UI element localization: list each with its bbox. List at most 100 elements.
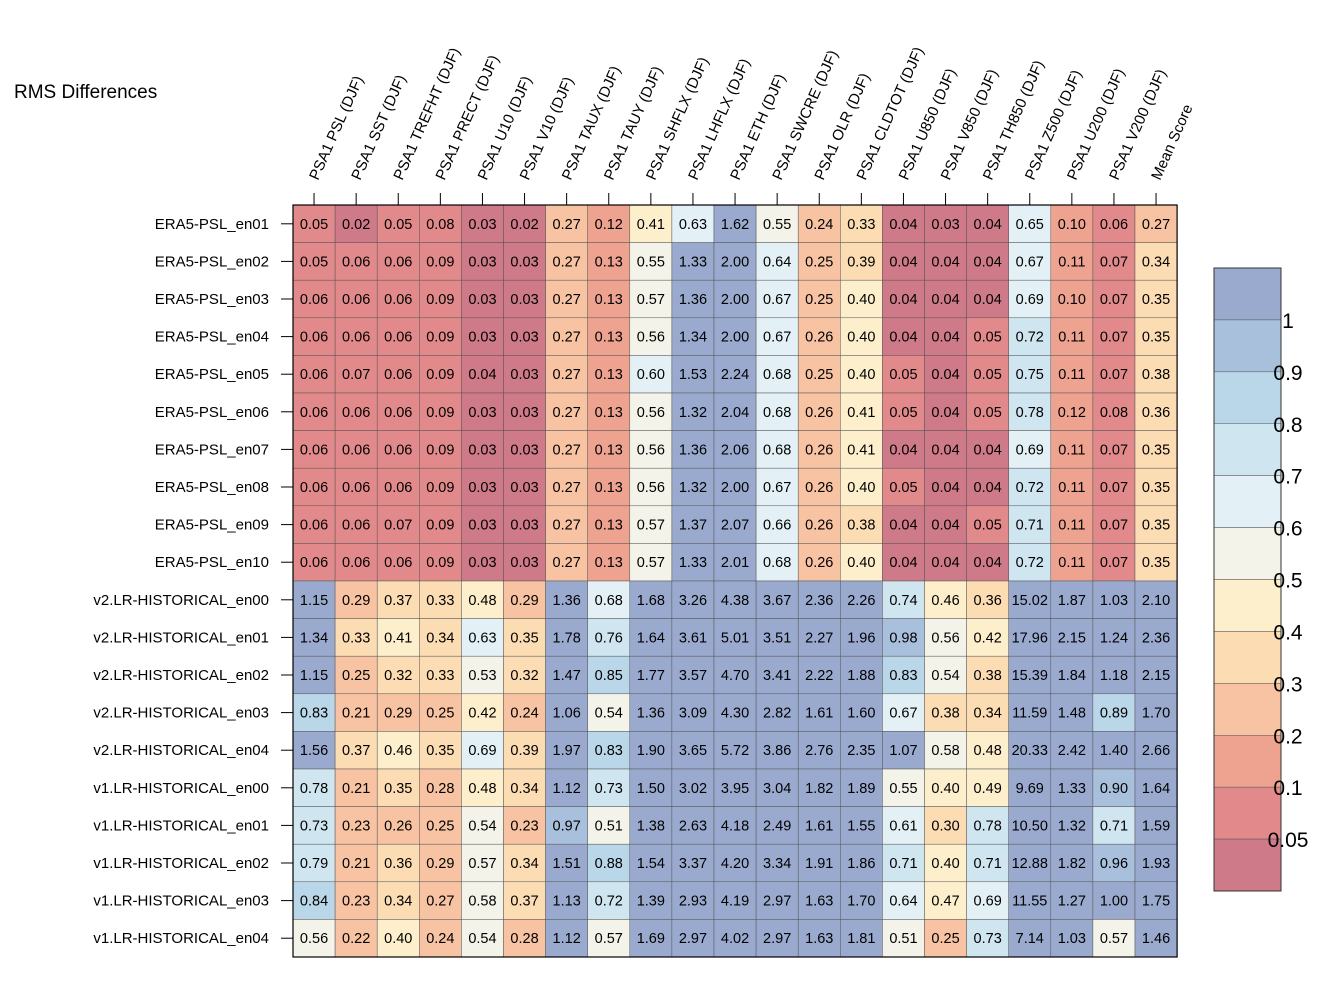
cell-value: 0.04 [889, 217, 917, 233]
cell-value: 0.68 [763, 442, 791, 458]
heatmap-cell [587, 430, 631, 469]
cell-value: 0.07 [1100, 518, 1128, 534]
heatmap-cell [545, 731, 588, 770]
heatmap-cell [1134, 580, 1178, 619]
heatmap-cell [545, 768, 588, 807]
heatmap-cell [1008, 204, 1052, 243]
heatmap-cell [882, 881, 925, 920]
cell-value: 0.67 [763, 292, 791, 308]
cell-value: 0.72 [1016, 330, 1044, 346]
cell-value: 0.49 [974, 781, 1002, 797]
heatmap-cell [419, 731, 462, 770]
heatmap-cell [376, 580, 420, 619]
heatmap-cell [713, 355, 757, 394]
cell-value: 1.06 [553, 706, 581, 722]
heatmap-cell [545, 505, 588, 544]
colorbar-segment [1213, 475, 1282, 528]
cell-value: 0.40 [847, 480, 875, 496]
cell-value: 0.23 [342, 894, 370, 910]
cell-value: 2.22 [805, 668, 833, 684]
heatmap-cell [924, 392, 967, 431]
cell-value: 0.48 [468, 781, 496, 797]
heatmap-cell [882, 505, 925, 544]
cell-value: 1.40 [1100, 743, 1128, 759]
cell-value: 0.40 [847, 330, 875, 346]
heatmap-cell [1134, 843, 1178, 883]
cell-value: 17.96 [1012, 630, 1048, 646]
heatmap-cell [376, 467, 420, 507]
cell-value: 0.51 [889, 931, 917, 947]
cell-value: 1.27 [1058, 894, 1086, 910]
cell-value: 0.73 [595, 781, 623, 797]
heatmap-cell [334, 392, 378, 431]
heatmap-cell [629, 392, 673, 431]
cell-value: 0.67 [889, 706, 917, 722]
cell-value: 0.34 [384, 894, 412, 910]
cell-value: 0.04 [974, 442, 1002, 458]
cell-value: 0.51 [595, 818, 623, 834]
heatmap-cell [966, 618, 1009, 657]
heatmap-cell [1092, 618, 1136, 657]
heatmap-cell [292, 806, 336, 845]
cell-value: 1.37 [679, 518, 707, 534]
cell-value: 0.27 [553, 442, 581, 458]
heatmap-cell [503, 768, 546, 807]
heatmap-cell [1050, 806, 1094, 845]
cell-value: 1.07 [889, 743, 917, 759]
cell-value: 0.57 [595, 931, 623, 947]
heatmap-cell [755, 317, 799, 356]
cell-value: 2.15 [1142, 668, 1170, 684]
cell-value: 1.64 [1142, 781, 1170, 797]
cell-value: 0.98 [889, 630, 917, 646]
heatmap-cell [797, 392, 841, 431]
colorbar-segment [1213, 786, 1282, 840]
heatmap-cell [419, 242, 462, 281]
cell-value: 0.07 [1100, 292, 1128, 308]
cell-value: 0.13 [595, 555, 623, 571]
cell-value: 0.25 [342, 668, 370, 684]
heatmap-cell [1050, 731, 1094, 770]
colorbar-label: 0.7 [1273, 466, 1302, 489]
heatmap-cell [461, 355, 504, 394]
cell-value: 1.82 [805, 781, 833, 797]
cell-value: 0.36 [1142, 405, 1170, 421]
heatmap-cell [1134, 467, 1178, 507]
heatmap-cell [334, 655, 378, 695]
cell-value: 0.57 [637, 555, 665, 571]
cell-value: 0.07 [342, 367, 370, 383]
heatmap-cell [671, 655, 715, 695]
cell-value: 0.68 [763, 555, 791, 571]
cell-value: 2.00 [721, 254, 749, 270]
cell-value: 0.89 [1100, 706, 1128, 722]
heatmap-cell [713, 881, 757, 920]
cell-value: 0.02 [342, 217, 370, 233]
cell-value: 0.02 [510, 217, 538, 233]
heatmap-cell [882, 204, 925, 243]
heatmap-cell [1050, 505, 1094, 544]
cell-value: 0.07 [1100, 254, 1128, 270]
cell-value: 0.57 [1100, 931, 1128, 947]
cell-value: 0.04 [468, 367, 496, 383]
cell-value: 1.36 [553, 593, 581, 609]
heatmap-cell [797, 768, 841, 807]
heatmap-cell [292, 467, 336, 507]
heatmap-cell [1092, 881, 1136, 920]
cell-value: 2.66 [1142, 743, 1170, 759]
cell-value: 3.02 [679, 781, 707, 797]
heatmap-cell [629, 618, 673, 657]
heatmap-cell [755, 204, 799, 243]
colorbar-segment [1213, 579, 1282, 632]
cell-value: 0.26 [384, 818, 412, 834]
heatmap-cell [334, 806, 378, 845]
cell-value: 0.06 [384, 555, 412, 571]
cell-value: 0.09 [426, 292, 454, 308]
heatmap-cell [671, 618, 715, 657]
cell-value: 0.71 [889, 856, 917, 872]
cell-value: 0.69 [1016, 292, 1044, 308]
cell-value: 4.19 [721, 894, 749, 910]
heatmap-cell [840, 279, 883, 319]
row-label: ERA5-PSL_en04 [155, 329, 269, 346]
cell-value: 1.68 [637, 593, 665, 609]
cell-value: 1.63 [805, 894, 833, 910]
cell-value: 0.41 [384, 630, 412, 646]
